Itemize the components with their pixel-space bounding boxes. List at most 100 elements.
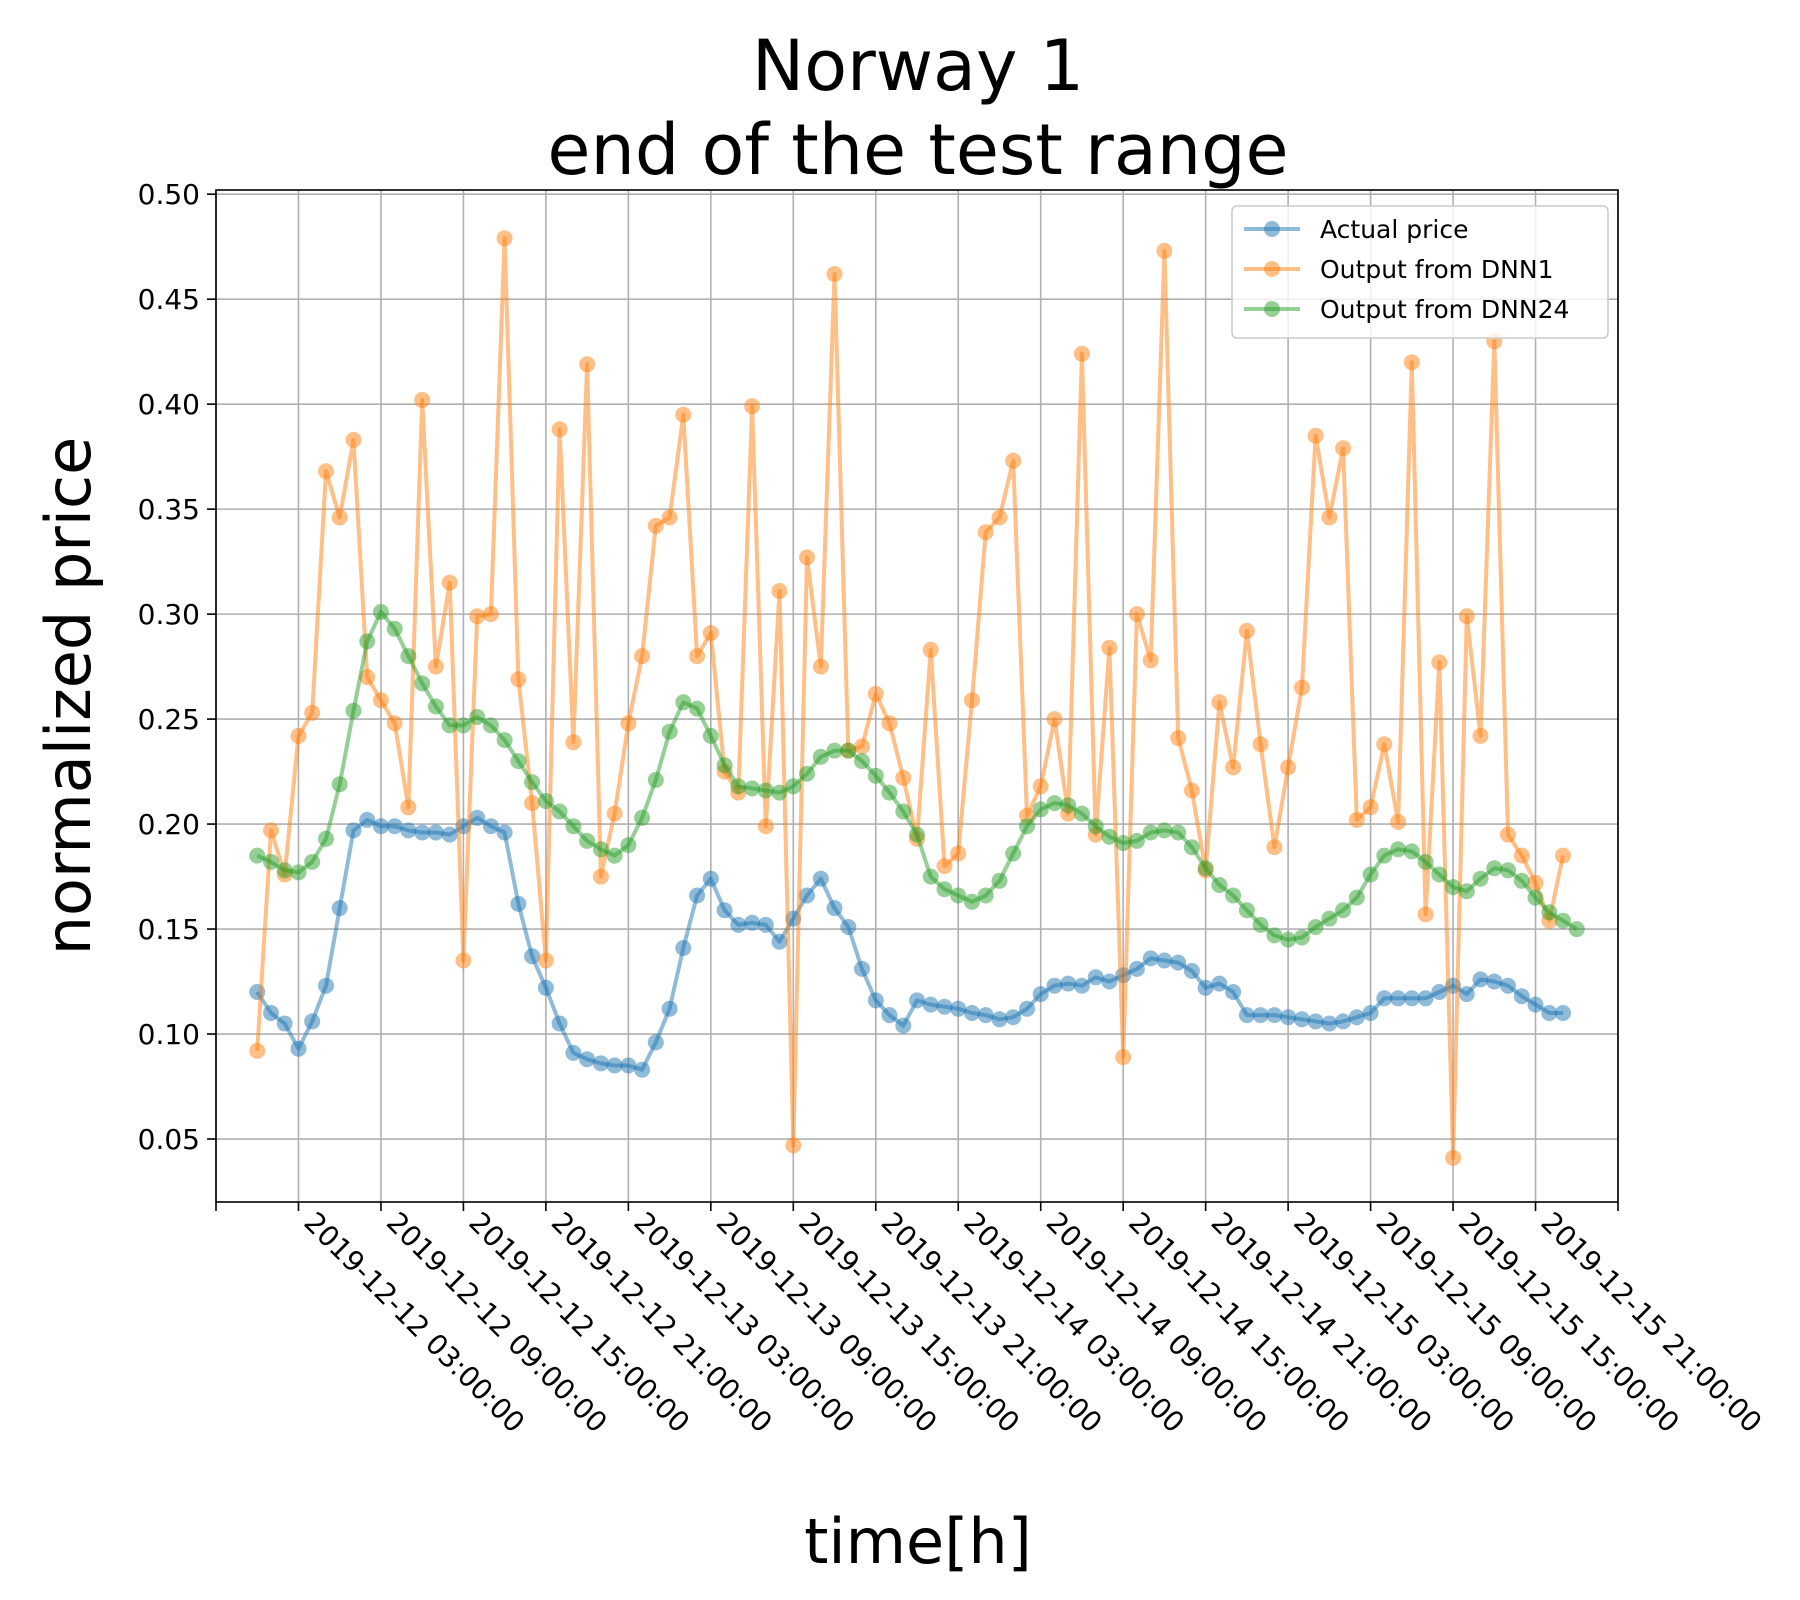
data-point [895,1017,912,1034]
data-point [1032,778,1049,795]
data-point [1087,969,1104,986]
data-point [372,692,389,709]
data-point [1293,679,1310,696]
data-point [1019,1000,1035,1017]
data-point [1486,860,1503,877]
y-tick-label: 0.45 [138,283,200,316]
y-tick-label: 0.30 [138,598,200,631]
data-point [757,916,774,933]
data-point [1500,826,1516,843]
chart-title: Norway 1 [752,25,1084,107]
data-point [345,702,362,719]
data-point [950,1000,967,1017]
data-point [1046,711,1063,728]
data-point [909,992,925,1009]
data-point [702,870,719,887]
data-point [1238,902,1255,919]
data-point [771,583,788,599]
data-point [1225,759,1242,776]
data-point [1170,954,1187,971]
data-point [1321,509,1338,526]
data-point [799,765,815,782]
legend-label: Output from DNN24 [1320,295,1569,324]
data-point [771,933,788,950]
data-point [716,902,733,919]
data-point [345,431,362,448]
data-point [1348,811,1365,828]
data-point [263,853,279,870]
data-point [1005,845,1022,862]
data-point [757,782,774,799]
data-point [1183,839,1200,856]
data-point [1211,975,1228,992]
data-point [579,1051,596,1068]
data-point [1128,960,1145,977]
data-point [386,715,403,732]
data-point [386,818,403,835]
data-point [1403,843,1420,860]
data-point [1115,967,1132,984]
data-point [689,887,706,904]
data-point [812,870,829,887]
data-point [977,1007,994,1024]
data-point [469,709,486,725]
data-point [1211,877,1228,893]
data-point [1211,694,1228,711]
data-point [400,648,417,665]
y-tick-label: 0.40 [138,388,200,421]
data-point [1307,1013,1324,1030]
data-point [1293,929,1310,946]
data-point [895,769,912,786]
data-point [1197,860,1214,877]
data-point [867,767,884,784]
data-point [977,887,994,904]
data-point [1293,1011,1310,1028]
data-point [854,753,870,770]
data-point [592,1055,609,1072]
data-point [441,826,458,843]
data-point [936,858,953,875]
data-point [592,868,609,885]
legend-marker [1264,261,1280,277]
data-point [551,421,568,438]
data-point [441,574,458,591]
data-point [1555,912,1571,929]
data-point [1362,799,1379,816]
data-point [1128,606,1145,623]
y-tick-label: 0.15 [138,913,200,946]
data-point [1431,654,1448,671]
data-point [840,742,857,759]
data-point [1252,1007,1269,1024]
y-axis-label: normalized price [32,437,105,956]
data-point [950,845,967,862]
data-point [1417,853,1434,870]
data-point [689,648,706,665]
data-point [991,509,1008,526]
data-point [730,778,747,795]
data-point [1362,1005,1379,1021]
data-point [1032,986,1049,1003]
data-point [1335,902,1352,919]
data-point [1527,889,1544,906]
data-point [1431,866,1448,883]
data-point [730,916,747,933]
data-point [1115,1049,1132,1066]
data-point [991,872,1008,889]
data-point [826,742,843,759]
data-point [565,734,582,751]
data-point [922,996,939,1013]
data-point [702,625,719,641]
series-3 [249,604,1585,948]
data-point [345,822,362,839]
data-point [469,608,486,625]
y-tick-label: 0.20 [138,808,200,841]
data-point [1156,822,1173,839]
data-point [592,841,609,858]
plot-frame [215,189,1619,1203]
data-point [881,784,898,801]
data-point [1472,727,1489,744]
data-point [400,799,417,816]
data-point [455,717,472,734]
data-point [799,887,815,904]
data-point [991,1011,1008,1028]
